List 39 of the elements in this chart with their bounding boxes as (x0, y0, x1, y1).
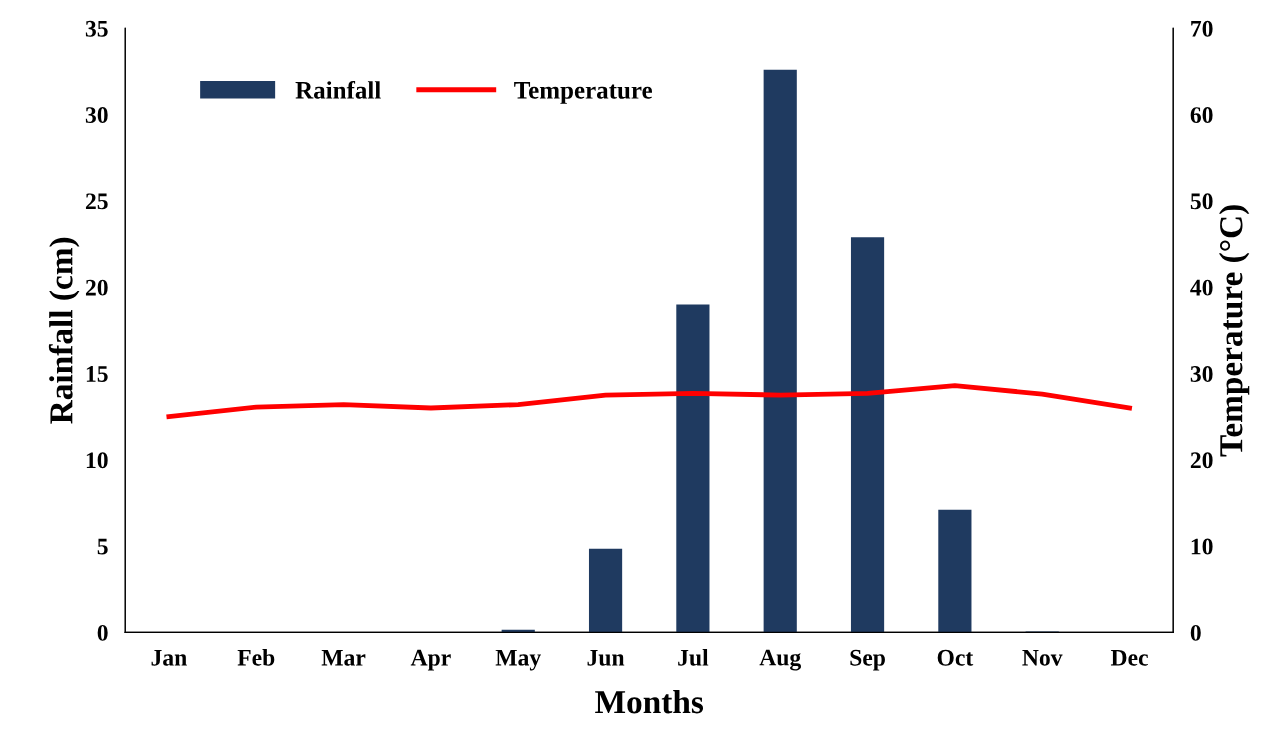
y2-tick-label: 70 (1191, 20, 1213, 37)
y-tick-label: 10 (86, 452, 108, 469)
x-tick-label: May (495, 649, 541, 671)
bar (850, 237, 885, 633)
y-tick-label: 0 (97, 624, 108, 641)
y2-tick-label: 40 (1190, 279, 1213, 296)
x-tick-label: Feb (237, 649, 275, 666)
x-tick-label: Jul (678, 649, 709, 666)
y-tick-label: 25 (85, 193, 108, 210)
y2-tick-label: 10 (1191, 538, 1213, 555)
y-tick-label: 15 (86, 366, 108, 382)
y-axis-title: Rainfall (cm) (48, 237, 80, 424)
x-tick-label: Apr (410, 649, 451, 671)
bar (763, 69, 797, 633)
bar (676, 304, 710, 633)
y2-tick-label: 0 (1190, 624, 1201, 641)
y2-tick-label: 30 (1190, 365, 1213, 382)
x-axis-title: Months (595, 689, 704, 714)
x-tick-label: Jan (151, 649, 187, 666)
legend-label: Rainfall (295, 80, 381, 99)
x-tick-label: Jun (587, 649, 625, 666)
x-tick-label: Sep (850, 649, 885, 671)
y2-tick-label: 20 (1190, 452, 1213, 469)
line-series (166, 383, 1132, 420)
x-tick-label: Nov (1022, 649, 1063, 666)
y-tick-label: 30 (85, 107, 108, 123)
y-tick-label: 5 (97, 538, 108, 555)
x-tick-label: Mar (321, 649, 366, 666)
y-tick-label: 20 (85, 279, 108, 296)
bar (588, 548, 623, 633)
legend-label: Temperature (514, 82, 653, 104)
x-tick-label: Oct (937, 649, 974, 666)
y-tick-label: 35 (85, 20, 108, 37)
y2-tick-label: 50 (1190, 193, 1213, 210)
y2-axis-title: Temperature (°C) (1219, 205, 1250, 457)
x-tick-label: Aug (759, 649, 801, 671)
x-tick-label: Dec (1110, 649, 1148, 666)
bar (938, 509, 972, 633)
y2-tick-label: 60 (1190, 107, 1213, 123)
